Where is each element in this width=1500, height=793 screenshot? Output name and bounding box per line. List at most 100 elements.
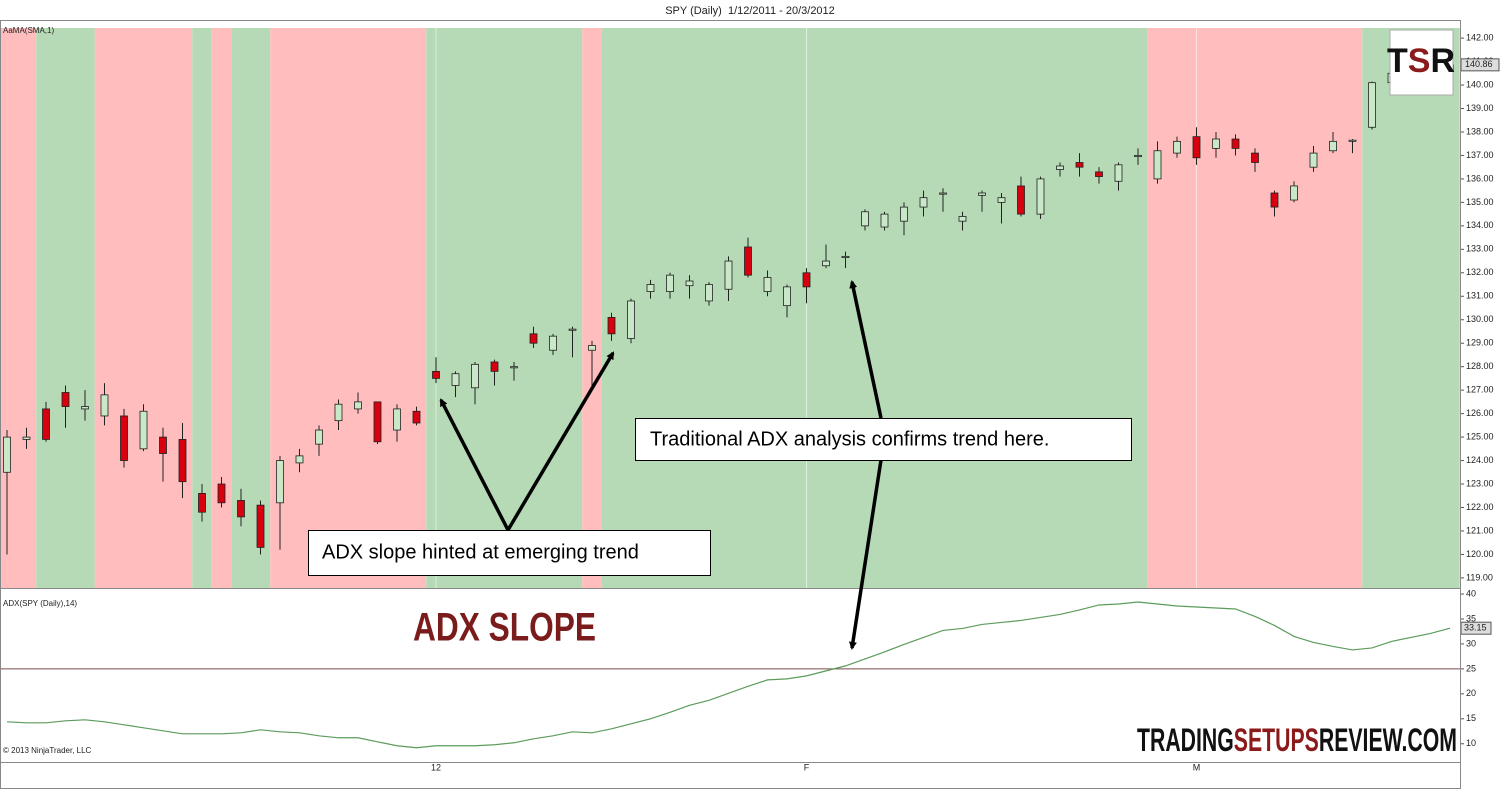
candle-body — [1134, 155, 1142, 158]
frame — [0, 20, 1461, 789]
candle-body — [822, 260, 830, 267]
candle-body — [763, 277, 772, 292]
candle-body — [841, 255, 850, 258]
candle-body — [1114, 164, 1123, 182]
x-tick-label: F — [804, 762, 810, 772]
logo-text: TSR — [1387, 42, 1455, 80]
y-tick-label: 40 — [1466, 588, 1476, 598]
candle-body — [1192, 136, 1201, 159]
brand-part: SETUPS — [1234, 722, 1319, 758]
candle-body — [568, 328, 577, 331]
candle-body — [607, 316, 616, 335]
candle-body — [958, 216, 967, 222]
candle-body — [354, 401, 362, 410]
y-tick-label: 138.00 — [1466, 126, 1494, 136]
y-tick-label: 129.00 — [1466, 338, 1494, 348]
candle-body — [666, 274, 674, 292]
candle-body — [276, 460, 284, 504]
copyright: © 2013 NinjaTrader, LLC — [3, 746, 92, 755]
arrow — [439, 398, 510, 531]
y-tick-label: 132.00 — [1466, 267, 1494, 277]
callout: ADX slope hinted at emerging trend — [322, 541, 639, 563]
panel-label: ADX(SPY (Daily),14) — [3, 599, 77, 608]
candle-body — [646, 284, 655, 292]
candle-body — [295, 455, 304, 464]
regime-band — [1362, 28, 1460, 588]
y-tick-label: 124.00 — [1466, 455, 1494, 465]
candle-body — [997, 197, 1006, 203]
y-tick-label: 126.00 — [1466, 408, 1494, 418]
watermark: ADX SLOPE — [413, 606, 596, 650]
candle-body — [81, 406, 89, 410]
candle-body — [256, 504, 265, 548]
candle-body — [510, 366, 518, 369]
candle-body — [471, 363, 479, 389]
y-tick-label: 142.00 — [1466, 32, 1494, 42]
regime-band — [231, 28, 271, 588]
candle-body — [1368, 82, 1376, 128]
brand: TRADINGSETUPSREVIEW.COM — [1137, 722, 1457, 758]
candle-body — [1270, 192, 1279, 208]
x-tick-label: M — [1193, 762, 1201, 772]
panel-label: AaMA(SMA,1) — [3, 26, 54, 35]
candle-body — [1231, 138, 1240, 149]
candle-body — [1348, 139, 1357, 142]
y-tick-label: 134.00 — [1466, 220, 1494, 230]
candle-body — [627, 300, 635, 339]
brand-part: REVIEW.COM — [1319, 722, 1457, 758]
y-tick-label: 135.00 — [1466, 197, 1494, 207]
x-tick-label: 12 — [431, 762, 441, 772]
y-tick-label: 25 — [1466, 663, 1476, 673]
candle-body — [1212, 138, 1220, 149]
arrows — [439, 280, 883, 650]
candle-body — [432, 370, 440, 379]
y-tick-label: 139.00 — [1466, 103, 1494, 113]
candle-body — [1056, 165, 1064, 170]
candle-body — [237, 500, 245, 518]
y-tick-label: 15 — [1466, 713, 1476, 723]
candle-body — [588, 345, 596, 351]
candle-body — [685, 280, 694, 287]
candle-body — [139, 410, 148, 450]
y-tick-label: 122.00 — [1466, 502, 1494, 512]
y-tick-label: 136.00 — [1466, 173, 1494, 183]
arrow — [506, 351, 615, 531]
candle-body — [978, 192, 986, 196]
candle-body — [880, 213, 889, 228]
logo-box — [1389, 29, 1454, 96]
candle-body — [393, 408, 401, 431]
y-tick-label: 133.00 — [1466, 244, 1494, 254]
y-tick-label: 130.00 — [1466, 314, 1494, 324]
candle-body — [1173, 140, 1181, 154]
candle-body — [159, 436, 167, 454]
candle-body — [1329, 140, 1337, 152]
arrow — [848, 459, 883, 650]
candle-body — [529, 333, 538, 344]
candle-body — [334, 403, 343, 422]
last-value-label: 33.15 — [1464, 623, 1487, 633]
callout-box — [308, 530, 711, 576]
callout-box — [635, 418, 1132, 461]
candle-body — [61, 392, 70, 407]
arrow — [849, 280, 883, 419]
candle-body — [939, 192, 947, 195]
adx-panel — [0, 601, 1460, 749]
candle-body — [315, 429, 323, 445]
logo: TSR — [1387, 29, 1455, 96]
candle-body — [198, 493, 206, 513]
y-tick-label: 123.00 — [1466, 478, 1494, 488]
regime-band — [582, 28, 602, 588]
y-tick-label: 35 — [1466, 613, 1476, 623]
candle-body — [490, 361, 499, 372]
candle-body — [42, 408, 50, 440]
regime-band — [1147, 28, 1363, 588]
regime-band — [270, 28, 427, 588]
candle-body — [100, 394, 109, 417]
axes: 12 F M 119.00 120.00 121.00 122.00 123.00 124.00… — [431, 32, 1500, 772]
logo-part: S — [1408, 42, 1431, 80]
candle-body — [900, 206, 908, 222]
candle-body — [1251, 152, 1259, 163]
chart-title: SPY (Daily) 1/12/2011 - 20/3/2012 — [665, 5, 835, 17]
candle-body — [217, 483, 226, 504]
